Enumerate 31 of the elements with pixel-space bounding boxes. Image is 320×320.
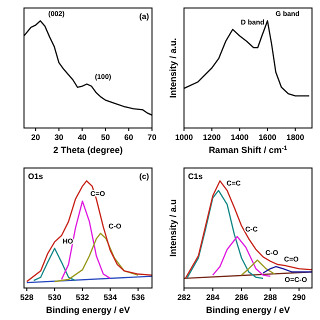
x-tick-label: 532	[76, 293, 90, 302]
x-axis-title: Raman Shift / cm$^{-1}$	[208, 144, 288, 155]
x-tick-label: 1600	[258, 133, 277, 142]
x-axis-title: 2 Theta (degree)	[53, 145, 123, 155]
x-tick-label: 60	[124, 133, 134, 142]
x-tick-label: 40	[78, 133, 88, 142]
annotation: (c)	[139, 172, 150, 181]
x-tick-label: 290	[292, 293, 306, 302]
x-axis-title: Binding energy / eV	[46, 305, 130, 315]
x-tick-label: 284	[206, 293, 220, 302]
x-tick-label: 1800	[286, 133, 305, 142]
x-tick-label: 1000	[175, 133, 194, 142]
x-tick-label: 30	[54, 133, 64, 142]
x-tick-label: 282	[177, 293, 192, 302]
chart-title: C1s	[188, 172, 204, 181]
x-tick-label: 534	[104, 293, 118, 302]
x-tick-label: 50	[101, 133, 110, 142]
x-tick-label: 20	[31, 133, 41, 142]
y-axis-title: Intensity / a.u	[168, 199, 178, 257]
x-tick-label: 1200	[202, 133, 222, 142]
x-axis-title: Binding energy / eV	[206, 305, 290, 315]
x-tick-label: 536	[131, 293, 146, 302]
x-tick-label: 70	[148, 133, 157, 142]
x-tick-label: 530	[48, 293, 62, 302]
annotation: (a)	[139, 12, 150, 21]
x-tick-label: 286	[234, 293, 249, 302]
chart-title: O1s	[28, 172, 44, 181]
x-tick-label: 288	[264, 293, 278, 302]
y-axis-title: Intensity / a.u.	[168, 38, 178, 98]
x-tick-label: 528	[20, 293, 34, 302]
x-tick-label: 1400	[230, 133, 250, 142]
